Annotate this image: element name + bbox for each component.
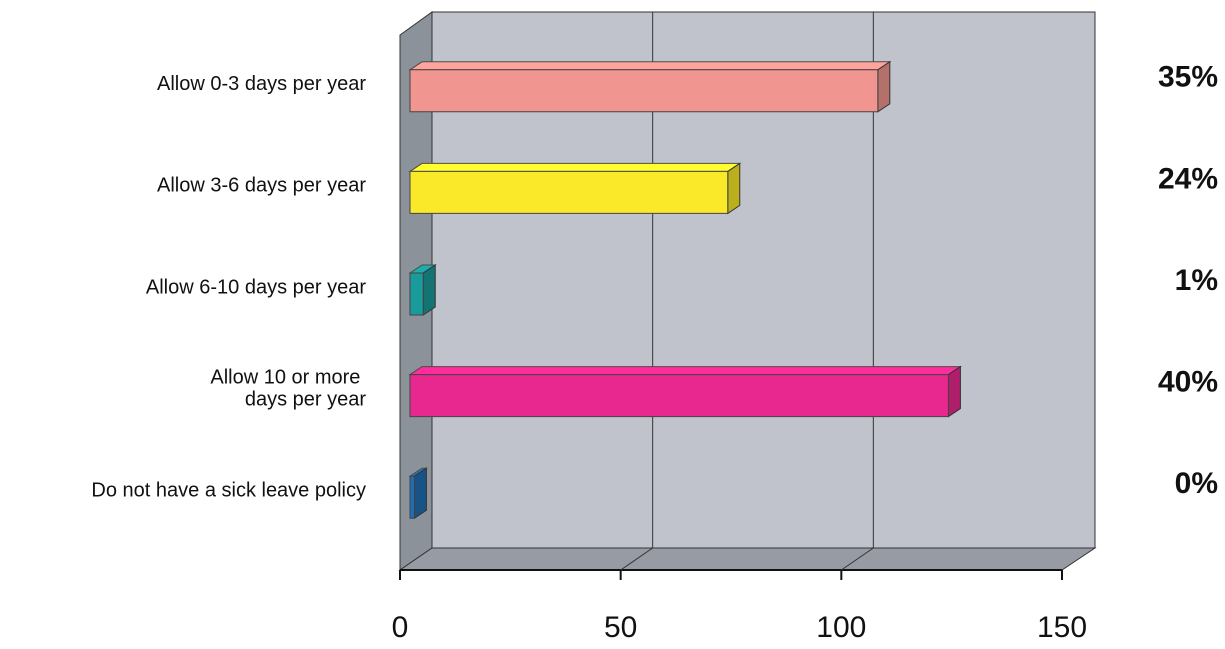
share-label: 24%: [1158, 162, 1218, 195]
share-label: 0%: [1175, 467, 1218, 500]
x-tick-label: 100: [816, 611, 866, 644]
bar-front: [409, 69, 879, 113]
floor: [398, 547, 1097, 571]
bar-front: [409, 170, 729, 214]
category-label: Allow 10 or more days per year: [210, 367, 366, 411]
bar-top: [408, 366, 963, 376]
bar-front: [409, 374, 949, 418]
category-label: Allow 6-10 days per year: [146, 276, 366, 298]
bar: [408, 365, 963, 418]
grid-line: [841, 547, 874, 571]
share-label: 1%: [1175, 264, 1218, 297]
bar: [408, 264, 437, 316]
x-tick-label: 50: [604, 611, 637, 644]
bar-side: [727, 162, 741, 215]
bar-side: [413, 467, 427, 520]
bar-side: [877, 60, 891, 113]
bar-top: [408, 162, 742, 172]
category-label: Allow 3-6 days per year: [157, 175, 366, 197]
x-tick-label: 0: [392, 611, 409, 644]
bar-top: [408, 61, 892, 71]
category-label: Do not have a sick leave policy: [91, 479, 366, 501]
bar-front: [409, 272, 424, 316]
x-tick-label: 150: [1037, 611, 1087, 644]
bar-front: [409, 475, 415, 519]
bar: [408, 162, 742, 215]
bar: [408, 467, 429, 520]
category-label: Allow 0-3 days per year: [157, 73, 366, 95]
bar: [408, 60, 892, 113]
share-label: 40%: [1158, 366, 1218, 399]
bar-side: [947, 365, 961, 418]
share-label: 35%: [1158, 61, 1218, 94]
grid-line: [620, 547, 653, 571]
bar-side: [422, 264, 436, 316]
